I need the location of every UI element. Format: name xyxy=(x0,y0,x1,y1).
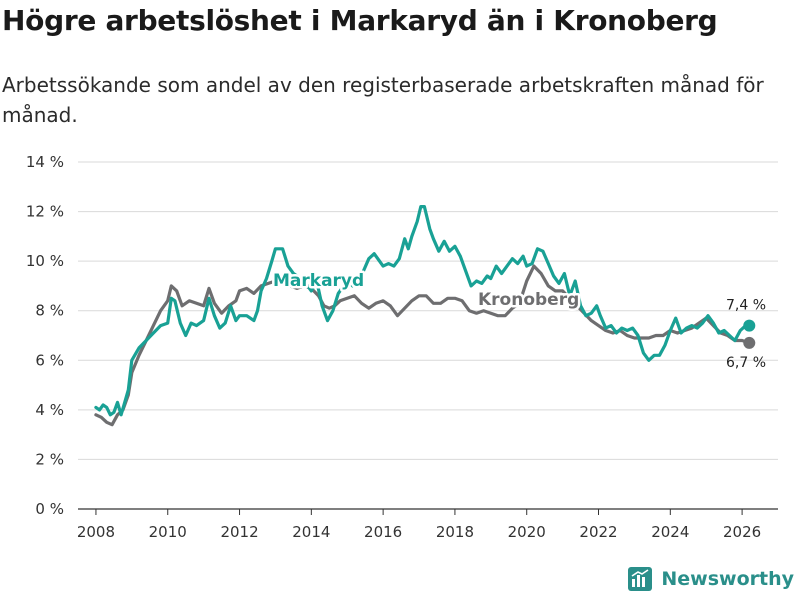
x-tick-label: 2014 xyxy=(292,523,330,541)
y-tick-label: 0 % xyxy=(35,500,64,518)
y-tick-label: 12 % xyxy=(26,203,64,221)
x-tick-label: 2010 xyxy=(149,523,187,541)
y-tick-label: 14 % xyxy=(26,153,64,171)
end-value-kronoberg: 6,7 % xyxy=(726,355,766,371)
series-lines xyxy=(94,205,756,427)
end-value-markaryd: 7,4 % xyxy=(726,298,766,314)
y-tick-label: 4 % xyxy=(35,401,64,419)
chart-subtitle: Arbetssökande som andel av den registerb… xyxy=(2,73,764,127)
newsworthy-logo: Newsworthy xyxy=(627,566,794,592)
x-tick-label: 2022 xyxy=(579,523,617,541)
y-tick-label: 2 % xyxy=(35,450,64,468)
y-tick-label: 6 % xyxy=(35,351,64,369)
newsworthy-icon xyxy=(628,567,653,591)
x-tick-label: 2012 xyxy=(220,523,258,541)
y-axis-labels: 0 % 2 % 4 % 6 % 8 % 10 % 12 % 14 % xyxy=(26,153,64,518)
x-tick-label: 2020 xyxy=(508,523,546,541)
end-point-kronoberg xyxy=(743,336,756,349)
x-tick-label: 2026 xyxy=(723,523,761,541)
series-label-kronoberg: Kronoberg xyxy=(478,290,579,310)
series-label-markaryd: Markaryd xyxy=(273,271,364,291)
series-line-markaryd xyxy=(94,205,751,417)
series-labels: Markaryd Kronoberg 7,4 % 6,7 % xyxy=(271,269,767,371)
y-tick-label: 8 % xyxy=(35,302,64,320)
x-tick-label: 2008 xyxy=(77,523,115,541)
y-tick-label: 10 % xyxy=(26,252,64,270)
x-tick-label: 2016 xyxy=(364,523,402,541)
chart-title: Högre arbetslöshet i Markaryd än i Krono… xyxy=(2,4,718,37)
x-axis: 2008 2010 2012 2014 2016 2018 2020 2022 2024 2026 xyxy=(77,508,778,541)
series-line-kronoberg xyxy=(94,264,751,427)
gridlines xyxy=(78,161,778,460)
end-point-markaryd xyxy=(743,319,756,332)
x-tick-label: 2024 xyxy=(651,523,689,541)
brand-name: Newsworthy xyxy=(661,568,794,590)
x-tick-label: 2018 xyxy=(436,523,474,541)
